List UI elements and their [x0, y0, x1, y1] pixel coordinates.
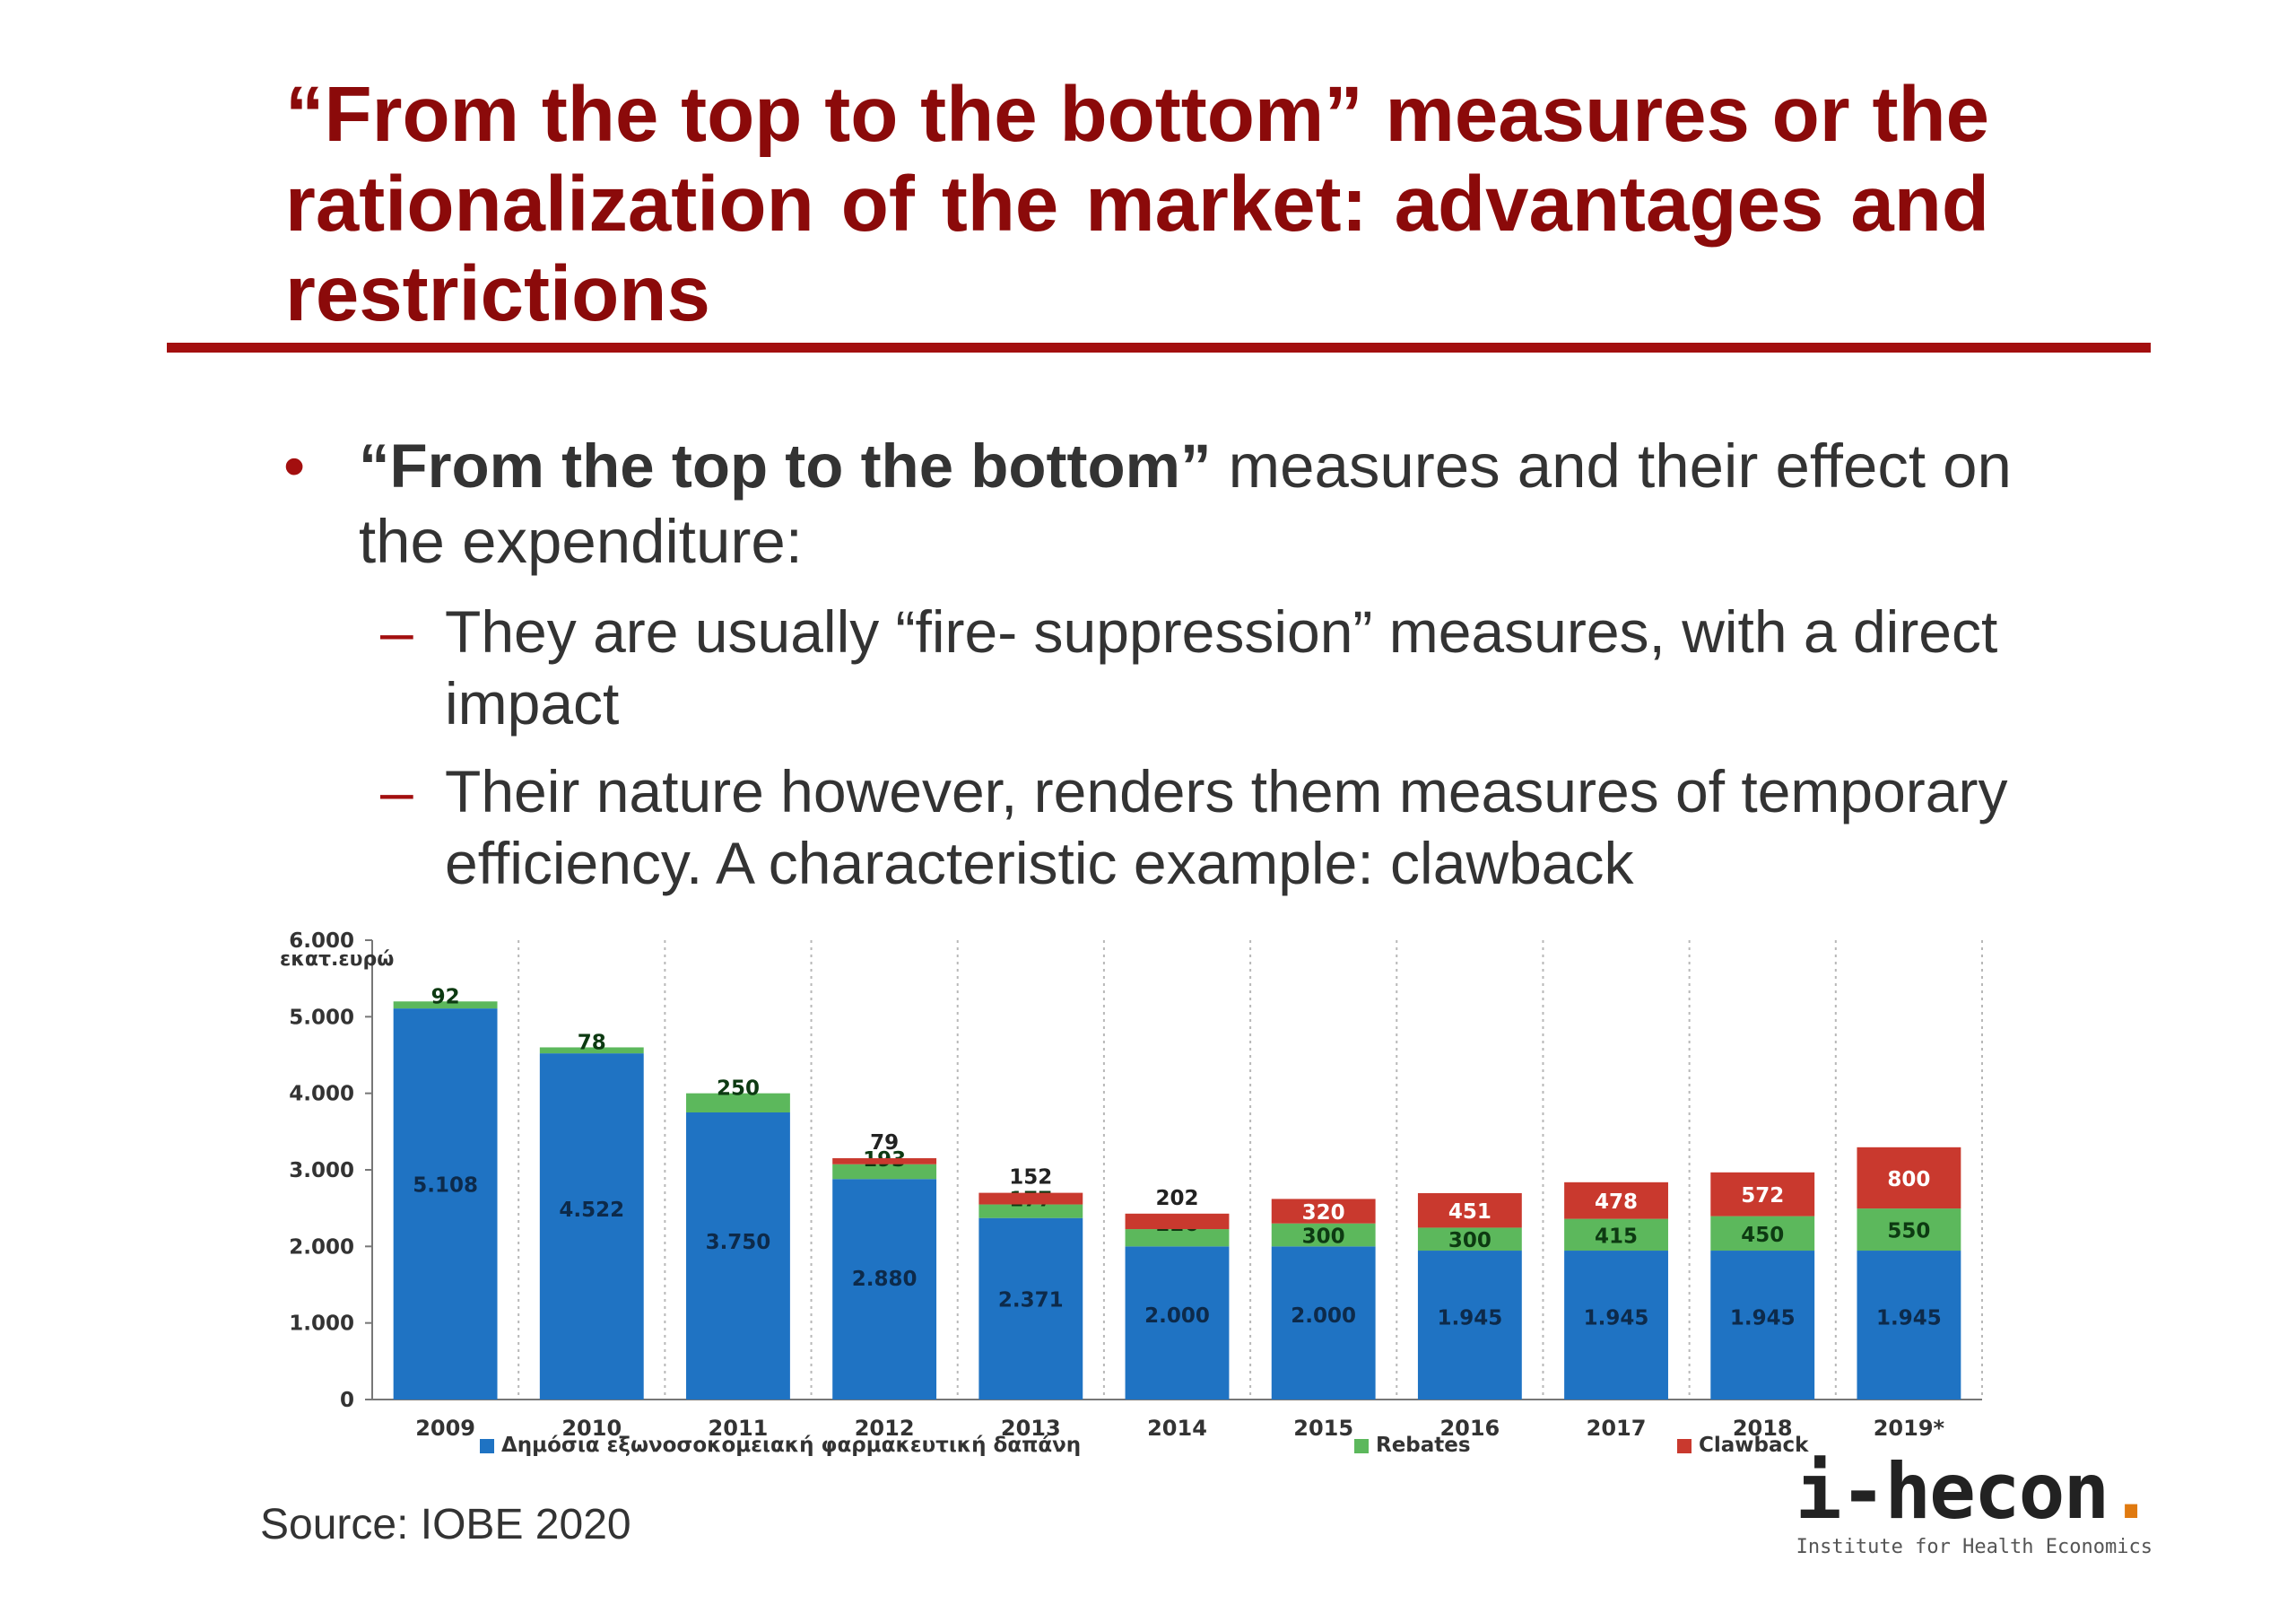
- bar-segment: [1857, 1251, 1961, 1400]
- data-label: 79: [870, 1131, 899, 1155]
- data-label: 2.000: [1144, 1304, 1210, 1328]
- bar-segment: [1417, 1251, 1522, 1400]
- bar-segment: [978, 1217, 1083, 1400]
- data-label: 572: [1741, 1184, 1784, 1208]
- logo-tagline: Institute for Health Economics: [1796, 1536, 2152, 1558]
- bar-segment: [1564, 1251, 1668, 1400]
- x-tick-label: 2014: [1147, 1416, 1207, 1441]
- sub-bullet-1: They are usually “fire- suppression” mea…: [445, 598, 1998, 737]
- x-tick-label: 2009: [415, 1416, 475, 1441]
- bar-segment: [1564, 1182, 1668, 1219]
- bar-segment: [832, 1158, 937, 1164]
- bar-segment: [1417, 1192, 1522, 1228]
- bar-segment: [539, 1053, 644, 1400]
- bar-segment: [1271, 1223, 1376, 1247]
- legend-swatch: [1354, 1439, 1369, 1453]
- data-label: 800: [1887, 1168, 1930, 1191]
- data-label: 1.945: [1730, 1307, 1796, 1330]
- y-tick-label: 3.000: [289, 1159, 354, 1182]
- bar-segment: [1857, 1147, 1961, 1209]
- legend-swatch: [480, 1439, 494, 1453]
- data-label: 5.108: [413, 1173, 478, 1197]
- source-note: Source: IOBE 2020: [260, 1501, 631, 1548]
- data-label: 1.945: [1584, 1307, 1649, 1330]
- legend-label: Δημόσια εξωνοσοκομειακή φαρμακευτική δαπ…: [501, 1434, 1081, 1457]
- x-tick-label: 2018: [1733, 1416, 1793, 1441]
- bar-segment: [1271, 1246, 1376, 1400]
- y-tick-label: 4.000: [289, 1083, 354, 1106]
- data-label: 152: [1009, 1166, 1052, 1190]
- x-tick-label: 2016: [1439, 1416, 1500, 1441]
- y-tick-label: 0: [340, 1389, 354, 1412]
- ihecon-logo: i-hecon. Institute for Health Economics: [1749, 1447, 2154, 1561]
- bar-segment: [1710, 1251, 1815, 1400]
- bullet-bold-lead: “From the top to the bottom”: [359, 432, 1212, 501]
- bar-segment: [1710, 1172, 1815, 1216]
- data-label: 300: [1448, 1229, 1492, 1252]
- title-underline: [167, 343, 2151, 353]
- bar-segment: [832, 1179, 937, 1400]
- data-label: 250: [717, 1077, 760, 1101]
- data-label: 451: [1448, 1200, 1492, 1224]
- legend-swatch: [1677, 1439, 1692, 1453]
- data-label: 92: [431, 985, 460, 1008]
- x-tick-label: 2011: [709, 1416, 769, 1441]
- data-label: 78: [578, 1031, 606, 1054]
- bullet-text: measures and their effect on the expendi…: [359, 432, 2012, 576]
- data-label: 450: [1741, 1224, 1784, 1247]
- y-axis-label: εκατ.ευρώ: [280, 948, 394, 971]
- bar-segment: [1271, 1199, 1376, 1224]
- bar-segment: [978, 1192, 1083, 1205]
- data-label: 320: [1302, 1201, 1345, 1225]
- data-label: 478: [1595, 1190, 1638, 1214]
- x-tick-label: 2015: [1293, 1416, 1353, 1441]
- bar-segment: [393, 1001, 498, 1009]
- bar-segment: [1564, 1218, 1668, 1251]
- bar-segment: [1710, 1216, 1815, 1251]
- bar-segment: [1125, 1229, 1230, 1247]
- legend-label: Rebates: [1376, 1434, 1471, 1457]
- legend-label: Clawback: [1699, 1434, 1809, 1457]
- sub-bullet-marker-1: –: [380, 598, 413, 665]
- data-label: 550: [1887, 1220, 1930, 1243]
- logo-wordmark: i-hecon.: [1795, 1447, 2154, 1537]
- data-label: 415: [1595, 1225, 1638, 1248]
- bar-segment: [1417, 1227, 1522, 1251]
- stacked-bar-chart: 0 1.000 2.000 3.000 4.000 5.000 6.000εκατ.ευρώ…: [280, 929, 1983, 1457]
- y-tick-label: 6.000: [289, 929, 354, 953]
- y-tick-label: 2.000: [289, 1235, 354, 1259]
- data-label: 3.750: [706, 1231, 771, 1254]
- data-label: 300: [1302, 1225, 1345, 1249]
- x-tick-label: 2019*: [1874, 1416, 1945, 1441]
- bar-segment: [1857, 1208, 1961, 1251]
- slide-title: “From the top to the bottom” measures or…: [285, 71, 1989, 337]
- bar-segment: [539, 1047, 644, 1054]
- bar-segment: [1125, 1213, 1230, 1230]
- bar-segment: [686, 1112, 790, 1400]
- x-tick-label: 2013: [1001, 1416, 1061, 1441]
- sub-bullet-marker-2: –: [380, 758, 413, 824]
- data-label: 1.945: [1437, 1307, 1502, 1330]
- data-label: 1.945: [1876, 1307, 1942, 1330]
- y-tick-label: 5.000: [289, 1006, 354, 1029]
- data-label: 2.371: [998, 1289, 1064, 1312]
- data-label: 202: [1155, 1187, 1198, 1210]
- x-tick-label: 2010: [561, 1416, 622, 1441]
- bullet-marker: •: [283, 432, 306, 501]
- bar-segment: [686, 1093, 790, 1112]
- data-label: 4.522: [559, 1199, 624, 1222]
- x-tick-label: 2017: [1587, 1416, 1647, 1441]
- bar-segment: [978, 1204, 1083, 1218]
- bar-segment: [393, 1008, 498, 1400]
- data-label: 2.880: [852, 1268, 918, 1291]
- sub-bullet-2: Their nature however, renders them measu…: [445, 758, 2008, 896]
- data-label: 2.000: [1291, 1304, 1356, 1328]
- x-tick-label: 2012: [855, 1416, 915, 1441]
- bar-segment: [1125, 1246, 1230, 1400]
- bar-segment: [832, 1164, 937, 1180]
- y-tick-label: 1.000: [289, 1312, 354, 1336]
- main-bullet: “From the top to the bottom” measures an…: [359, 429, 2045, 580]
